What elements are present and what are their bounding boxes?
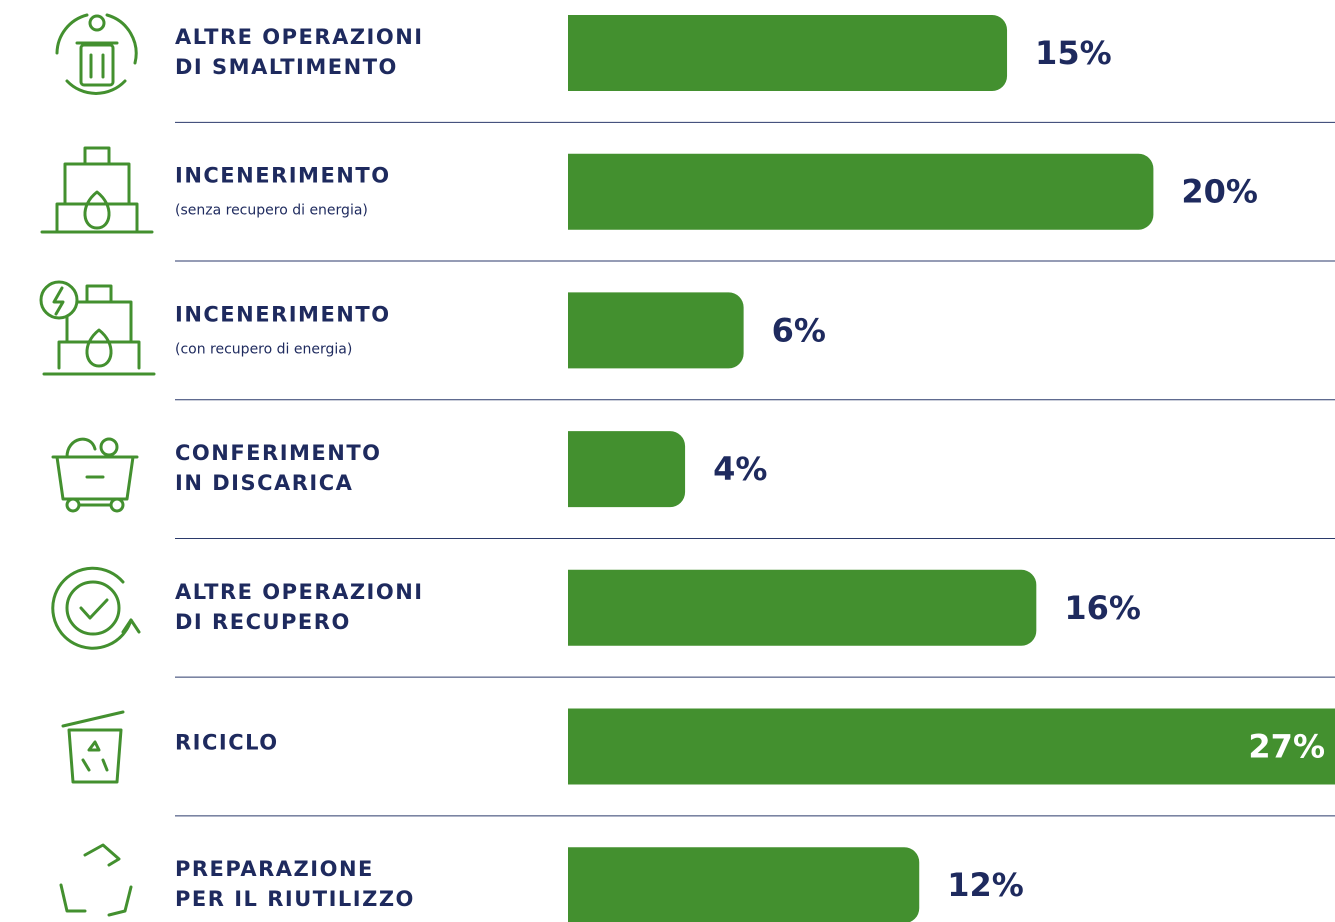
category-label: INCENERIMENTO [175, 302, 391, 326]
icon-incinerator [40, 146, 154, 234]
icon-recycle-bin [61, 710, 125, 784]
category-label: DI SMALTIMENTO [175, 55, 398, 79]
category-label: RICICLO [175, 731, 279, 755]
bar [568, 292, 744, 369]
category-label: PER IL RIUTILIZZO [175, 887, 415, 911]
category-label: DI RECUPERO [175, 610, 351, 634]
icon-landfill [51, 437, 139, 513]
value-label: 20% [1181, 173, 1258, 211]
bar [568, 847, 920, 922]
value-label: 6% [772, 311, 826, 349]
icon-reuse [59, 843, 133, 917]
category-label: PREPARAZIONE [175, 857, 374, 881]
category-label: CONFERIMENTO [175, 441, 382, 465]
icons [39, 13, 156, 917]
category-sublabel: (con recupero di energia) [175, 341, 352, 357]
icon-recovery [51, 566, 141, 650]
category-label: ALTRE OPERAZIONI [175, 580, 424, 604]
category-label: IN DISCARICA [175, 471, 353, 495]
category-label: ALTRE OPERAZIONI [175, 25, 424, 49]
icon-disposal [55, 13, 138, 95]
category-label: INCENERIMENTO [175, 164, 391, 188]
icon-incinerator-energy [39, 280, 156, 376]
value-label: 27% [1248, 728, 1325, 766]
value-label: 16% [1064, 589, 1141, 627]
category-sublabel: (senza recupero di energia) [175, 203, 368, 219]
value-label: 12% [947, 866, 1024, 904]
bar [568, 569, 1037, 646]
bar [568, 708, 1335, 785]
value-label: 4% [713, 450, 767, 488]
bar [568, 431, 686, 508]
bar [568, 153, 1154, 230]
bar [568, 15, 1008, 91]
value-label: 15% [1035, 34, 1112, 72]
